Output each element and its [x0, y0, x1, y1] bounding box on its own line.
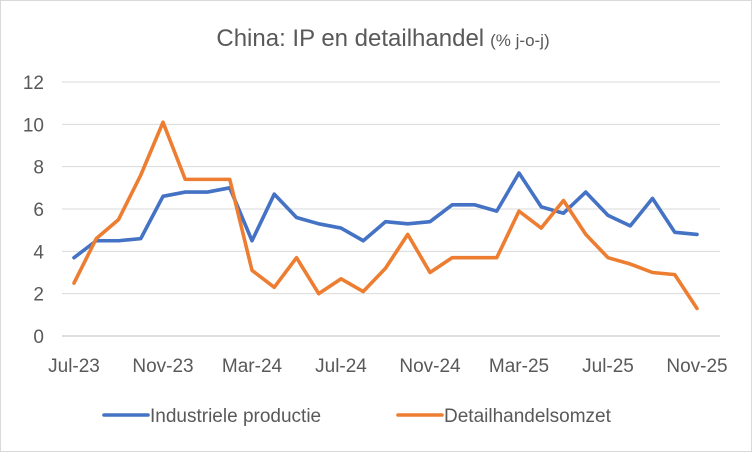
x-tick-label: Mar-24 — [222, 356, 283, 377]
gridlines — [62, 81, 720, 337]
y-tick-label: 2 — [33, 285, 44, 306]
legend-label: Detailhandelsomzet — [444, 406, 612, 427]
chart-title: China: IP en detailhandel (% j-o-j) — [216, 25, 549, 52]
legend: Industriele productie Detailhandelsomzet — [102, 406, 612, 427]
series-line-detailhandelsomzet — [72, 120, 699, 311]
x-tick-label: Mar-25 — [489, 356, 549, 377]
x-tick-label: Jul-24 — [315, 356, 367, 377]
chart-title-sub: (% j-o-j) — [490, 31, 550, 50]
y-tick-label: 12 — [23, 73, 44, 94]
y-tick-label: 0 — [33, 327, 44, 348]
chart-title-main: China: IP en detailhandel — [216, 25, 484, 52]
x-tick-label: Nov-25 — [666, 356, 727, 377]
x-tick-label: Nov-24 — [399, 356, 461, 377]
y-axis-ticks: 0 2 4 6 8 10 12 — [23, 73, 45, 348]
y-tick-label: 4 — [33, 242, 44, 263]
x-tick-label: Jul-23 — [48, 356, 100, 377]
y-tick-label: 6 — [33, 200, 44, 221]
y-tick-label: 8 — [33, 158, 44, 179]
series-lines — [72, 120, 699, 311]
legend-label: Industriele productie — [150, 406, 321, 427]
x-tick-label: Jul-25 — [582, 356, 634, 377]
x-axis-ticks: Jul-23 Nov-23 Mar-24 Jul-24 Nov-24 Mar-25 Jul-… — [48, 356, 728, 377]
x-tick-label: Nov-23 — [132, 356, 193, 377]
y-tick-label: 10 — [23, 115, 44, 136]
series-line-industriele-productie — [72, 171, 699, 260]
